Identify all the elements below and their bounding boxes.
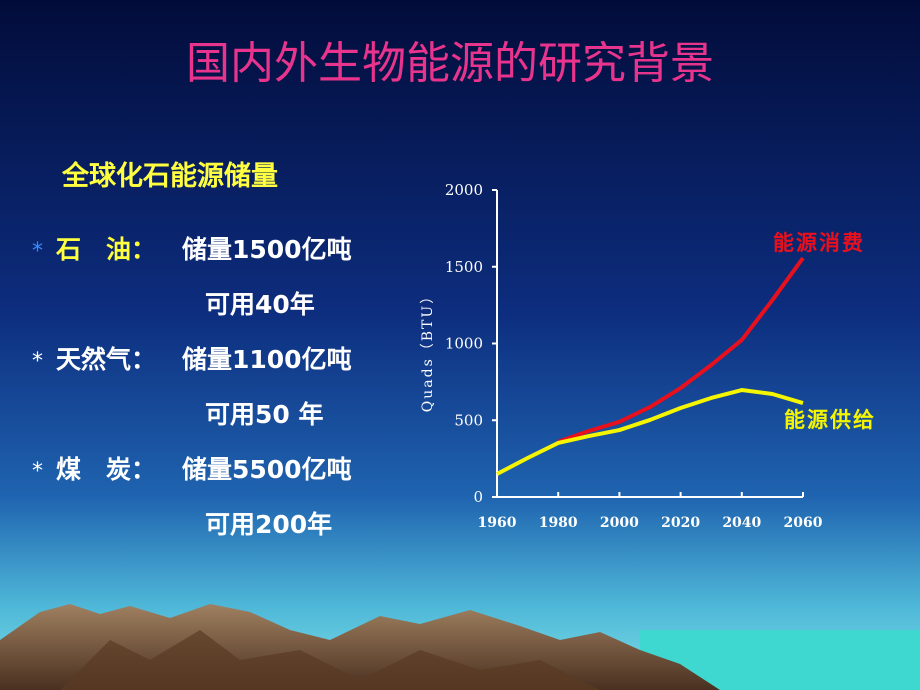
x-tick-label: 2040 (722, 515, 761, 531)
y-axis-label: Quads（BTU） (420, 288, 436, 412)
x-tick-label: 1960 (478, 515, 517, 531)
item-reserve: 储量1100亿吨 (182, 345, 352, 374)
item-label: 石 油： (55, 235, 156, 264)
series-label: 能源供给 (784, 407, 876, 432)
item-reserve: 储量1500亿吨 (182, 235, 352, 264)
item-usable: 可用50 年 (205, 400, 324, 429)
series-line (496, 388, 804, 476)
x-tick-label: 2000 (600, 515, 639, 531)
item-label: 煤 炭： (56, 455, 156, 484)
bullet: * (32, 459, 43, 484)
bullet: * (32, 349, 43, 374)
item-usable: 可用200年 (205, 510, 332, 539)
y-tick-label: 2000 (445, 181, 483, 199)
mountain-shadow (60, 630, 600, 690)
y-tick-label: 1000 (445, 335, 483, 353)
x-tick-label: 1980 (539, 515, 578, 531)
y-tick-label: 500 (454, 411, 483, 429)
series-label: 能源消费 (773, 230, 865, 255)
subtitle: 全球化石能源储量 (61, 160, 278, 192)
x-tick-label: 2060 (784, 515, 823, 531)
y-tick-label: 1500 (445, 258, 483, 276)
y-tick-label: 0 (473, 488, 483, 506)
item-label: 天然气： (56, 345, 156, 374)
item-reserve: 储量5500亿吨 (182, 455, 352, 484)
slide-title: 国内外生物能源的研究背景 (186, 38, 714, 89)
series-line (557, 256, 805, 444)
item-usable: 可用40年 (205, 290, 315, 319)
bullet: * (32, 239, 43, 264)
x-tick-label: 2020 (661, 515, 700, 531)
